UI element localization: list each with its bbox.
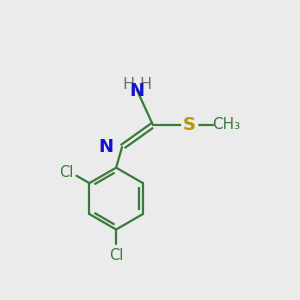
Text: S: S [183, 116, 196, 134]
Text: CH₃: CH₃ [212, 118, 241, 133]
Text: H: H [139, 77, 151, 92]
Text: Cl: Cl [59, 165, 73, 180]
Text: N: N [129, 82, 144, 100]
Text: H: H [122, 77, 135, 92]
Text: N: N [98, 138, 113, 156]
Text: Cl: Cl [109, 248, 123, 263]
